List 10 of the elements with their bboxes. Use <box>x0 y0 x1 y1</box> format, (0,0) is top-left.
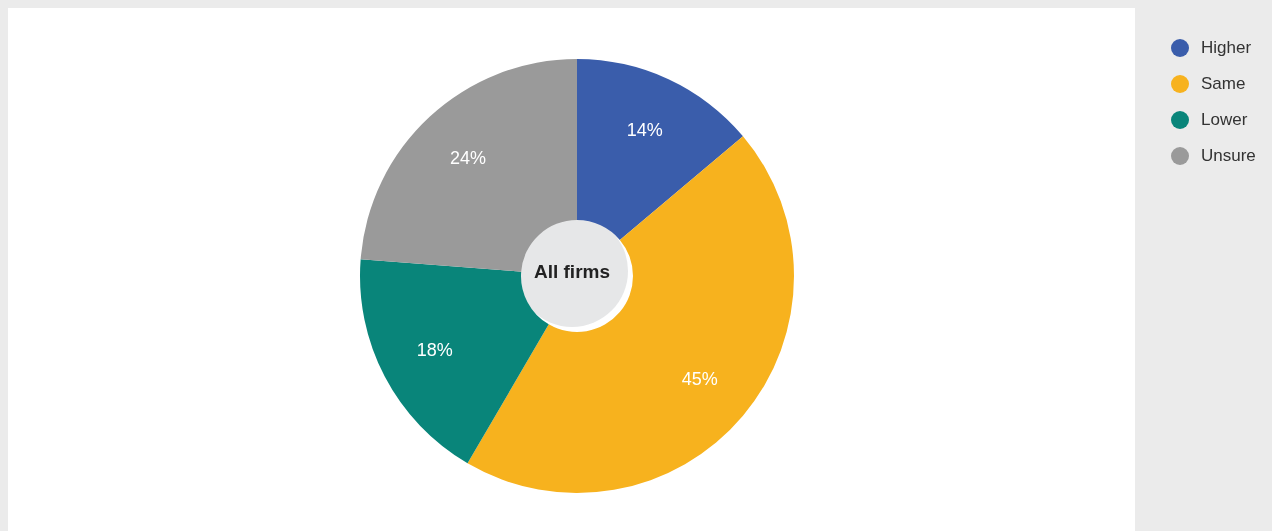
data-label: 45% <box>681 369 718 390</box>
data-label: 14% <box>626 120 663 141</box>
data-label: 18% <box>416 340 453 361</box>
text: All firms <box>533 260 611 282</box>
donut-slice <box>577 59 743 240</box>
legend-label: Higher <box>1201 38 1252 58</box>
legend-label: Same <box>1201 74 1246 94</box>
data-label: 24% <box>449 148 486 169</box>
legend-label: Lower <box>1201 110 1248 130</box>
legend-label: Unsure <box>1201 146 1256 166</box>
